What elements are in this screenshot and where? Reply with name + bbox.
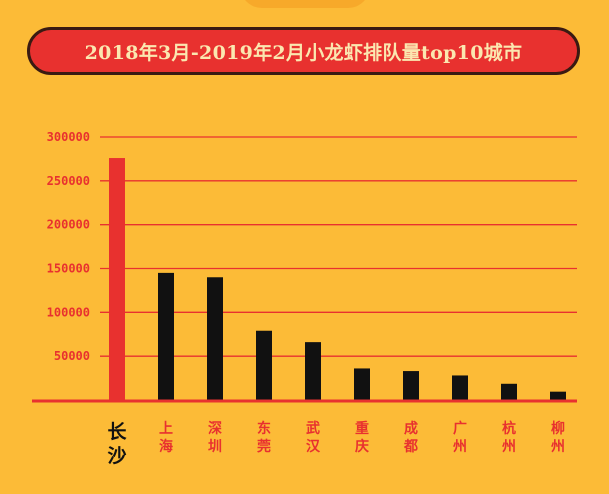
y-tick-label: 300000	[47, 130, 90, 144]
x-tick-label: 杭州	[501, 420, 516, 455]
bar-4	[305, 342, 321, 400]
x-tick-label: 上海	[159, 421, 173, 455]
bars	[109, 158, 566, 400]
chart-title: 2018年3月-2019年2月小龙虾排队量top10城市	[84, 41, 523, 64]
x-tick-label: 深圳	[208, 420, 222, 455]
gridlines	[100, 136, 577, 357]
bar-1	[158, 272, 174, 400]
title-banner: 2018年3月-2019年2月小龙虾排队量top10城市	[27, 27, 580, 75]
bar-7	[452, 375, 468, 400]
bar-0	[109, 158, 125, 400]
y-tick-label: 150000	[47, 262, 90, 276]
y-tick-label: 50000	[54, 349, 90, 363]
y-tick-label: 250000	[47, 174, 90, 188]
bar-8	[501, 383, 517, 400]
y-axis-ticks: 300000 250000 200000 150000 100000 50000	[47, 130, 90, 363]
bar-6	[403, 371, 419, 400]
top-decoration	[240, 0, 370, 8]
bar-2	[207, 277, 223, 400]
x-tick-label: 武汉	[306, 420, 321, 455]
bar-3	[256, 330, 272, 400]
bar-9	[550, 391, 566, 400]
y-tick-label: 100000	[47, 305, 90, 319]
x-tick-label: 广州	[452, 420, 467, 455]
x-tick-label: 成都	[403, 420, 418, 455]
x-tick-label: 柳州	[550, 420, 565, 455]
x-tick-label: 长沙	[107, 421, 127, 467]
bar-5	[354, 368, 370, 400]
y-tick-label: 200000	[47, 218, 90, 232]
x-tick-label: 重庆	[355, 420, 369, 455]
x-tick-label: 东莞	[257, 420, 271, 455]
